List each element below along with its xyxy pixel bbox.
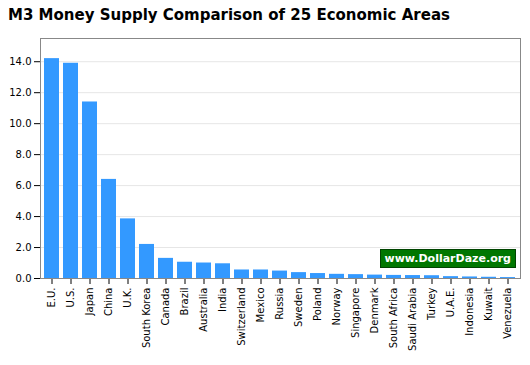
svg-text:8.0: 8.0 — [16, 149, 32, 160]
svg-text:10.0: 10.0 — [9, 118, 31, 129]
svg-text:U.S.: U.S. — [65, 288, 76, 308]
svg-text:U.A.E.: U.A.E. — [445, 288, 456, 318]
svg-text:Sweden: Sweden — [293, 288, 304, 328]
svg-text:Switzerland: Switzerland — [236, 288, 247, 346]
svg-text:South Africa: South Africa — [388, 288, 399, 349]
svg-text:Mexico: Mexico — [255, 288, 266, 323]
svg-text:Australia: Australia — [198, 288, 209, 332]
svg-text:Saudi Arabia: Saudi Arabia — [407, 288, 418, 351]
svg-text:China: China — [103, 288, 114, 317]
svg-text:Poland: Poland — [312, 288, 323, 321]
svg-text:E.U.: E.U. — [46, 288, 57, 308]
svg-text:4.0: 4.0 — [16, 211, 32, 222]
svg-text:14.0: 14.0 — [9, 56, 31, 67]
svg-text:Brazil: Brazil — [179, 288, 190, 316]
html-text:M3 Money Supply Comparison of: M3 Money Supply Comparison of 25 Economi… — [8, 6, 450, 24]
svg-text:Denmark: Denmark — [369, 287, 380, 333]
svg-text:12.0: 12.0 — [9, 87, 31, 98]
svg-text:Turkey: Turkey — [426, 287, 437, 321]
html-text:www.DollarDaze.org: www.DollarDaze.org — [384, 252, 511, 265]
svg-text:6.0: 6.0 — [16, 180, 32, 191]
svg-text:Norway: Norway — [331, 287, 342, 325]
svg-text:0.0: 0.0 — [16, 273, 32, 284]
svg-text:India: India — [217, 288, 228, 313]
svg-text:2.0: 2.0 — [16, 242, 32, 253]
svg-text:Kuwait: Kuwait — [483, 287, 494, 320]
svg-text:Singapore: Singapore — [350, 288, 361, 338]
svg-text:Russia: Russia — [274, 288, 285, 320]
svg-text:Japan: Japan — [84, 288, 95, 317]
svg-text:Canada: Canada — [160, 288, 171, 326]
svg-text:Indonesia: Indonesia — [464, 288, 475, 336]
svg-text:South Korea: South Korea — [141, 288, 152, 349]
svg-text:Venezuela: Venezuela — [502, 288, 513, 339]
svg-text:U.K.: U.K. — [122, 288, 133, 308]
